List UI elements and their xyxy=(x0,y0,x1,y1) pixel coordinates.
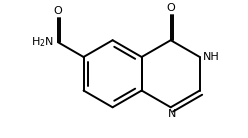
Text: O: O xyxy=(166,3,175,13)
Text: O: O xyxy=(54,6,62,16)
Text: H$_2$N: H$_2$N xyxy=(31,35,55,49)
Text: N: N xyxy=(168,109,177,119)
Text: NH: NH xyxy=(203,52,220,62)
